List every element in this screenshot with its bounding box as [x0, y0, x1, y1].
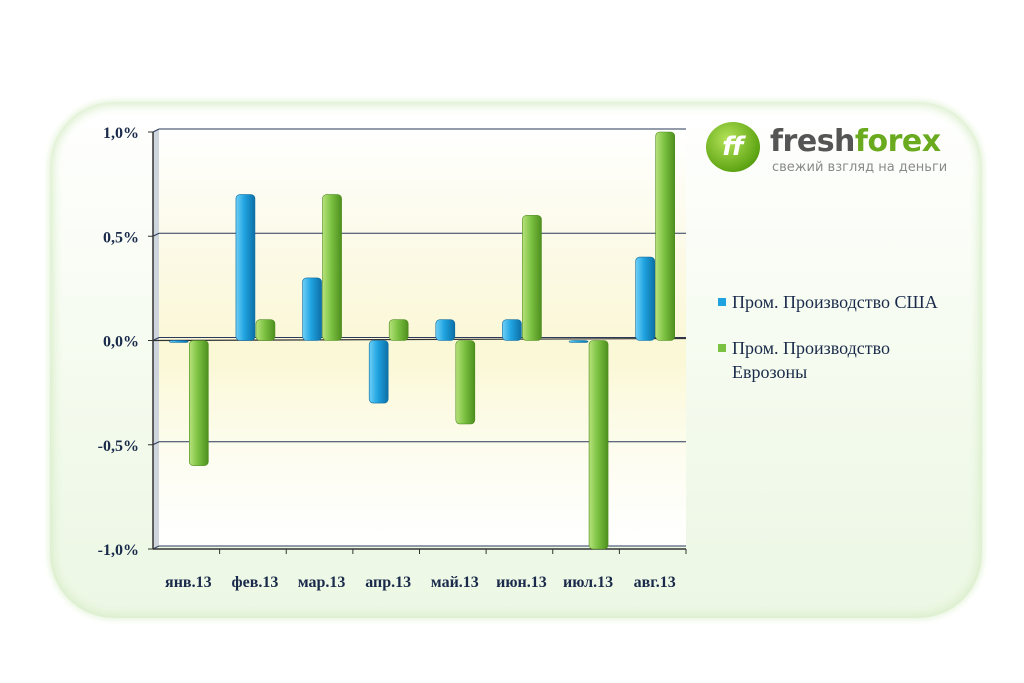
- y-tick-label: 0,5%: [103, 229, 139, 246]
- chart-legend: Пром. Производство США Пром. Производств…: [718, 290, 968, 406]
- logo-name: freshforex: [770, 124, 941, 159]
- legend-item-ez: Пром. Производство Еврозоны: [718, 336, 968, 384]
- x-tick-label: фев.13: [232, 574, 279, 591]
- x-tick-label: май.13: [431, 574, 479, 591]
- x-tick-label: июл.13: [563, 574, 613, 591]
- bar-us: [169, 340, 189, 343]
- bar-eurozone: [255, 319, 276, 341]
- legend-label-us: Пром. Производство США: [732, 292, 938, 312]
- legend-swatch-ez: [718, 344, 726, 352]
- bar-eurozone: [588, 340, 609, 550]
- x-tick-label: июн.13: [496, 574, 547, 591]
- bar-us: [435, 319, 456, 341]
- y-tick-label: 0,0%: [103, 334, 139, 351]
- bar-us: [568, 340, 589, 343]
- y-tick-label: -0,5%: [98, 438, 139, 455]
- y-tick-label: -1,0%: [98, 542, 139, 559]
- bar-eurozone: [388, 319, 409, 341]
- y-tick-label: 1,0%: [103, 125, 139, 142]
- bar-eurozone: [322, 194, 342, 341]
- bar-us: [235, 194, 256, 341]
- x-tick-label: апр.13: [365, 574, 411, 591]
- gridline-depth: [152, 232, 160, 237]
- bar-us: [635, 256, 655, 341]
- legend-swatch-us: [718, 298, 726, 306]
- bar-us: [502, 319, 522, 341]
- logo-mark-icon: ff: [706, 122, 760, 172]
- legend-item-us: Пром. Производство США: [718, 290, 968, 314]
- gridline-depth: [152, 128, 160, 133]
- logo-tagline: свежий взгляд на деньги: [772, 160, 948, 175]
- x-tick-label: янв.13: [165, 574, 212, 591]
- gridline-depth: [152, 441, 160, 446]
- bar-eurozone: [189, 340, 209, 466]
- bar-us: [302, 277, 322, 341]
- bar-eurozone: [522, 215, 542, 341]
- bar-eurozone: [455, 340, 476, 425]
- freshforex-logo: ff freshforex свежий взгляд на деньги: [706, 120, 948, 180]
- x-tick-label: авг.13: [634, 574, 676, 591]
- bar-us: [368, 340, 389, 404]
- bar-eurozone: [655, 131, 675, 341]
- x-tick-label: мар.13: [298, 574, 346, 591]
- legend-label-ez: Пром. Производство Еврозоны: [732, 338, 891, 382]
